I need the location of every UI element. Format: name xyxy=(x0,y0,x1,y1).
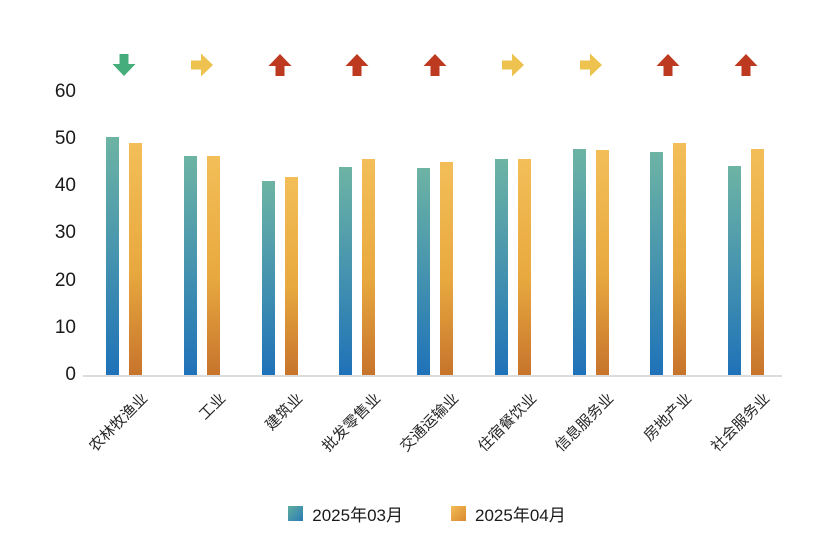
bar-series-2-农林牧渔业 xyxy=(129,143,142,375)
x-axis-category-label: 交通运输业 xyxy=(397,390,463,456)
trend-up-arrow-icon xyxy=(267,52,293,78)
bar-series-2-房地产业 xyxy=(673,142,687,375)
x-axis-category-label: 住宿餐饮业 xyxy=(474,390,540,456)
y-axis-tick-label: 40 xyxy=(54,175,76,197)
x-axis-category-label: 建筑业 xyxy=(262,390,307,434)
legend-swatch-2025-04 xyxy=(451,506,466,521)
bar-series-2-交通运输业 xyxy=(440,161,453,375)
trend-up-arrow-icon xyxy=(733,52,759,78)
bar-series-1-住宿餐饮业 xyxy=(494,158,508,375)
y-axis-tick-label: 50 xyxy=(54,127,76,149)
bar-series-1-信息服务业 xyxy=(572,149,586,375)
legend-swatch-2025-03 xyxy=(288,506,304,521)
y-axis-tick-label: 30 xyxy=(54,222,76,244)
trend-flat-arrow-icon xyxy=(500,52,526,78)
bar-series-1-批发零售业 xyxy=(339,166,353,375)
bar-series-1-交通运输业 xyxy=(417,167,430,375)
x-axis-category-label: 工业 xyxy=(195,390,229,424)
trend-up-arrow-icon xyxy=(422,52,448,78)
y-axis-tick-label: 0 xyxy=(65,364,76,385)
trend-down-arrow-icon xyxy=(111,52,137,78)
legend-label-2025-03: 2025年03月 xyxy=(312,506,403,525)
legend-item-2025-03: 2025年03月 xyxy=(288,501,403,526)
bar-series-2-工业 xyxy=(206,155,220,375)
x-axis-category-label: 信息服务业 xyxy=(552,390,618,456)
x-axis-category-label: 批发零售业 xyxy=(319,390,385,456)
bar-series-1-农林牧渔业 xyxy=(106,136,119,375)
trend-flat-arrow-icon xyxy=(189,52,215,78)
bar-series-1-房地产业 xyxy=(650,151,664,375)
x-axis-category-label: 房地产业 xyxy=(640,390,696,445)
bar-series-1-社会服务业 xyxy=(728,165,741,375)
y-axis-tick-label: 60 xyxy=(54,80,76,102)
y-axis-tick-label: 20 xyxy=(54,269,76,291)
y-axis-tick-label: 10 xyxy=(54,316,76,338)
bar-series-2-批发零售业 xyxy=(362,159,376,375)
legend-item-2025-04: 2025年04月 xyxy=(451,501,566,526)
x-axis-category-label: 社会服务业 xyxy=(708,390,774,456)
bar-series-1-建筑业 xyxy=(261,181,275,375)
trend-flat-arrow-icon xyxy=(578,52,604,78)
bar-series-2-建筑业 xyxy=(284,176,298,375)
x-axis-line xyxy=(83,375,782,377)
bar-series-2-社会服务业 xyxy=(751,149,764,375)
legend: 2025年03月 2025年04月 xyxy=(14,501,826,526)
bar-series-1-工业 xyxy=(183,155,197,375)
trend-up-arrow-icon xyxy=(655,52,681,78)
bar-series-2-信息服务业 xyxy=(595,149,609,375)
legend-label-2025-04: 2025年04月 xyxy=(475,506,566,525)
x-axis-category-label: 农林牧渔业 xyxy=(86,390,152,456)
bar-series-2-住宿餐饮业 xyxy=(517,159,531,375)
trend-up-arrow-icon xyxy=(344,52,370,78)
